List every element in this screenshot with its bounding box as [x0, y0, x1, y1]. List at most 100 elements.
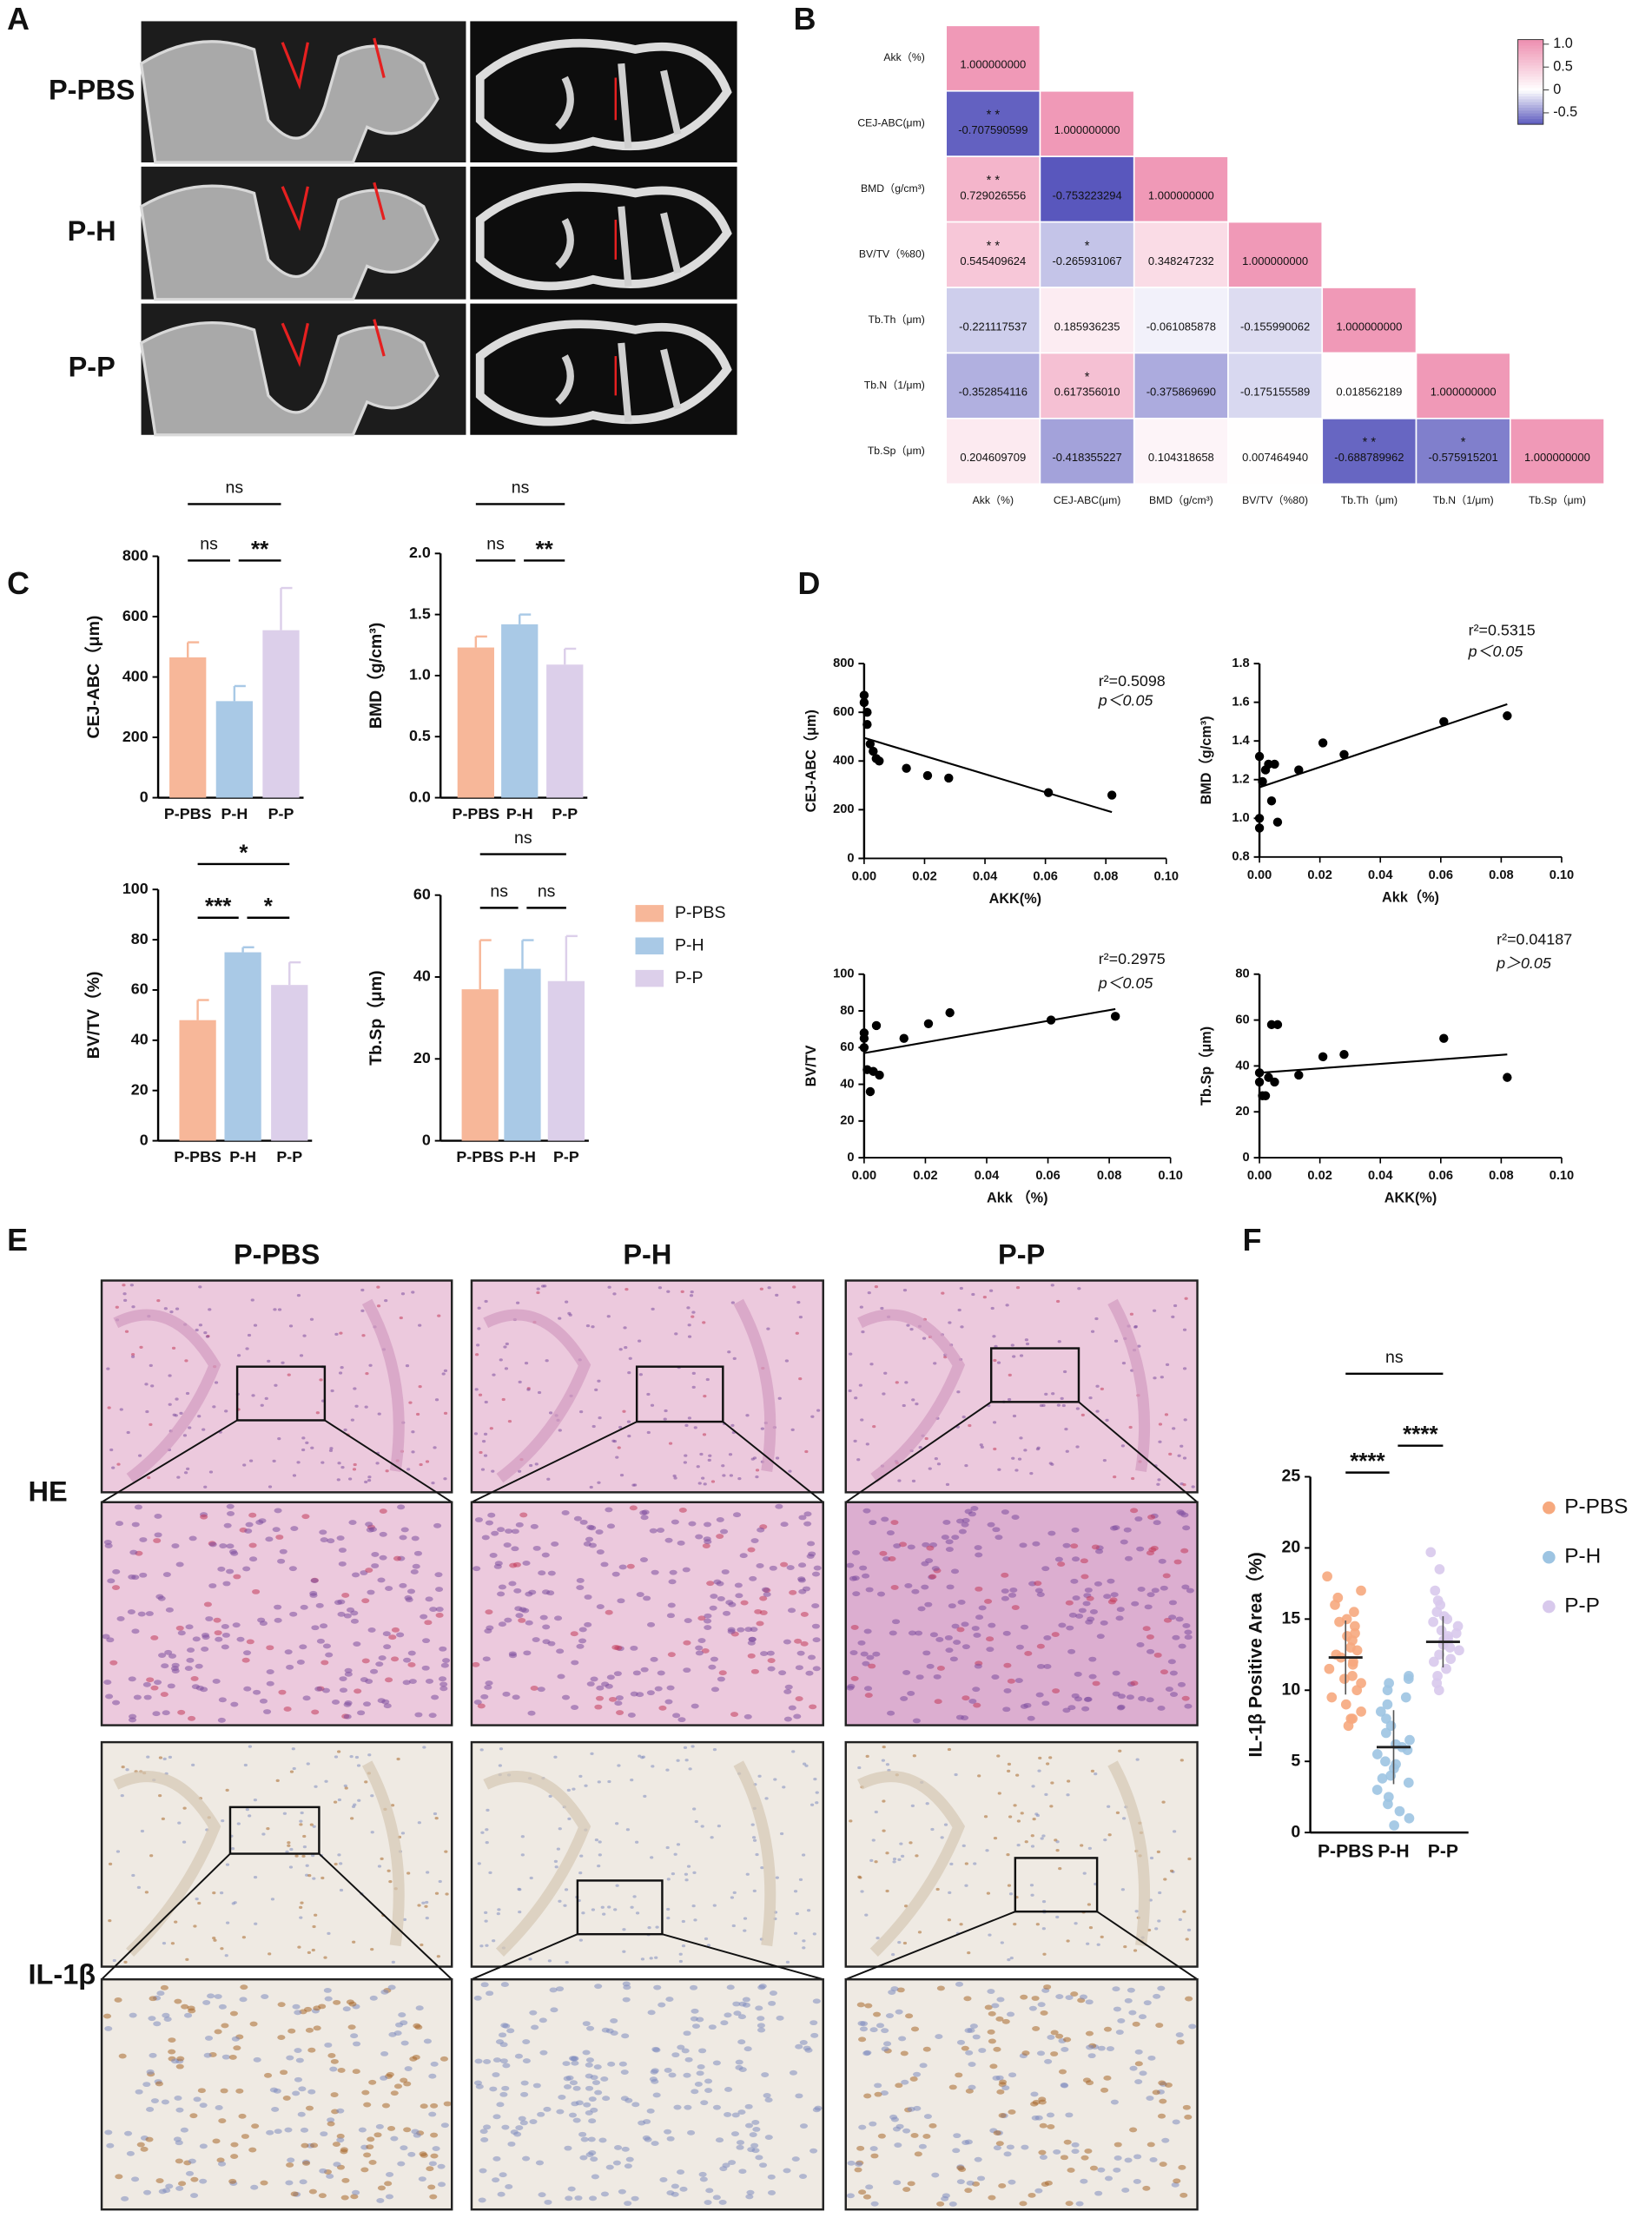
cell-nucleus [537, 1687, 545, 1693]
data-point [1356, 1585, 1366, 1596]
cell-nucleus [1000, 1941, 1004, 1944]
cell-nucleus [1060, 2155, 1068, 2161]
cell-nucleus [597, 1379, 601, 1383]
cell-nucleus [242, 1650, 252, 1656]
cell-nucleus [928, 2122, 937, 2129]
data-point [1439, 716, 1449, 727]
cell-nucleus [1056, 1403, 1061, 1407]
data-point [862, 707, 872, 717]
cell-nucleus [598, 1853, 602, 1857]
cell-nucleus [292, 2090, 301, 2096]
cell-nucleus [1034, 1588, 1043, 1594]
data-point [1110, 1012, 1120, 1021]
cell-nucleus [1055, 1994, 1064, 2000]
cell-nucleus [866, 1654, 875, 1660]
cell-nucleus [718, 1670, 727, 1676]
cell-nucleus [1172, 2119, 1180, 2125]
cell-nucleus [146, 1677, 155, 1683]
cell-nucleus [708, 1454, 712, 1457]
cell-nucleus [274, 1617, 282, 1623]
cell-nucleus [137, 1611, 146, 1617]
cell-nucleus [404, 2066, 413, 2071]
cell-nucleus [926, 1545, 935, 1551]
zoom-line [101, 1852, 231, 1980]
cell-nucleus [1153, 1652, 1162, 1658]
cell-nucleus [721, 1569, 730, 1574]
cell-nucleus [171, 1346, 176, 1350]
cell-nucleus [352, 2189, 360, 2195]
cell-nucleus [618, 1425, 623, 1429]
cell-nucleus [710, 1836, 714, 1839]
cell-nucleus [1063, 2139, 1072, 2145]
cell-nucleus [988, 1622, 996, 1628]
cell-nucleus [415, 1412, 420, 1416]
cell-nucleus [230, 2154, 239, 2160]
cell-nucleus [639, 1510, 648, 1515]
y-tick-label: 0.5 [409, 727, 431, 744]
cell-nucleus [1036, 1663, 1046, 1669]
cell-nucleus [598, 1840, 602, 1844]
colorbar-frame [1517, 39, 1544, 125]
cell-nucleus [217, 1566, 226, 1572]
cell-nucleus [783, 2168, 791, 2174]
cell-nucleus [928, 1574, 937, 1580]
cell-nucleus [852, 1549, 861, 1555]
cell-nucleus [129, 1284, 134, 1287]
cell-nucleus [428, 2111, 437, 2117]
cell-nucleus [862, 1508, 871, 1514]
cell-nucleus [902, 1941, 908, 1945]
x-tick-label: 0.10 [1154, 869, 1179, 883]
cell-nucleus [650, 1856, 654, 1859]
cell-nucleus [380, 1857, 384, 1860]
cell-nucleus [208, 1470, 214, 1474]
data-point [1270, 1077, 1279, 1087]
cell-nucleus [411, 2129, 420, 2135]
cell-nucleus [1184, 1634, 1193, 1640]
cell-nucleus [972, 2034, 981, 2040]
cell-nucleus [1134, 2061, 1143, 2067]
y-tick-label: 80 [840, 1004, 854, 1018]
data-point [1454, 1645, 1464, 1656]
cell-nucleus [647, 1926, 651, 1930]
cell-nucleus [968, 1698, 977, 1704]
cell-nucleus [246, 1639, 254, 1645]
colorbar-tick-label: -0.5 [1553, 104, 1577, 120]
cell-nucleus [1153, 1376, 1157, 1380]
cell-nucleus [522, 1561, 531, 1566]
cell-nucleus [1024, 1840, 1028, 1844]
cell-nucleus [813, 1778, 817, 1781]
cell-nucleus [696, 2017, 704, 2023]
section-roots [555, 342, 682, 423]
cell-nucleus [676, 1843, 681, 1846]
cell-nucleus [850, 1675, 859, 1681]
cell-nucleus [571, 2060, 579, 2066]
cell-nucleus [736, 2144, 744, 2150]
cell-nucleus [190, 2193, 199, 2198]
cell-nucleus [605, 1507, 613, 1513]
cell-nucleus [290, 2191, 299, 2197]
cell-nucleus [174, 1998, 182, 2004]
cell-nucleus [370, 1794, 374, 1798]
y-tick-label: 0.0 [409, 788, 431, 805]
cell-nucleus [492, 2057, 501, 2063]
cell-nucleus [390, 1656, 400, 1662]
cell-nucleus [565, 2195, 573, 2201]
cell-nucleus [472, 1566, 481, 1572]
y-tick-label: 800 [122, 546, 149, 564]
cell-nucleus [956, 1390, 961, 1394]
cell-nucleus [1084, 2149, 1093, 2154]
cell-nucleus [639, 1557, 649, 1562]
cell-nucleus [624, 2163, 632, 2169]
cell-nucleus [497, 2191, 506, 2197]
cell-nucleus [684, 2104, 692, 2110]
cell-nucleus [426, 2166, 434, 2172]
cell-nucleus [1061, 1403, 1066, 1408]
cell-nucleus [536, 1287, 540, 1291]
cell-nucleus [795, 1696, 803, 1702]
cell-nucleus [174, 1920, 178, 1924]
cell-nucleus [312, 1924, 316, 1929]
cell-nucleus [1128, 2010, 1137, 2016]
cell-nucleus [399, 1582, 407, 1588]
cell-nucleus [1084, 1588, 1093, 1593]
cell-nucleus [535, 2160, 545, 2166]
